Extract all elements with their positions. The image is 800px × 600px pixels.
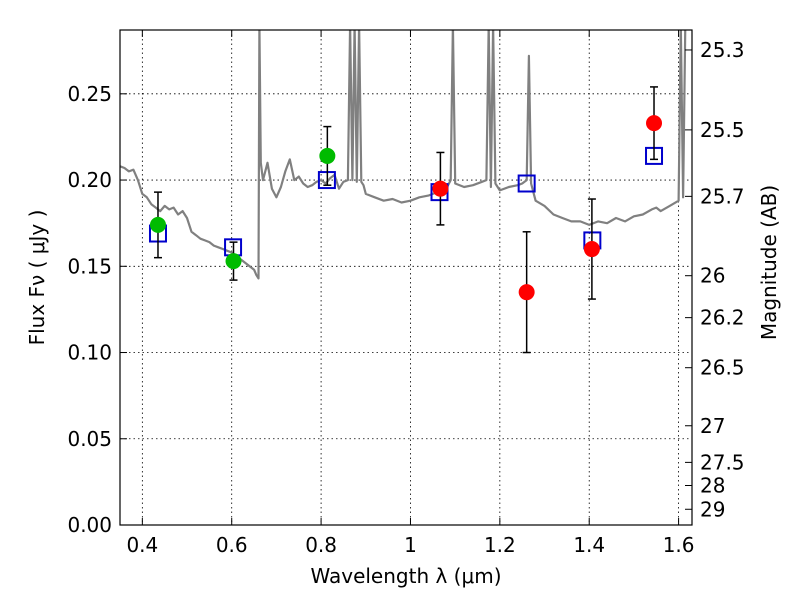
y2-tick-label: 25.3: [700, 38, 745, 62]
y2-tick-label: 26.2: [700, 306, 745, 330]
y-tick-label: 0.25: [67, 82, 112, 106]
y-tick-label: 0.05: [67, 427, 112, 451]
y2-tick-label: 27: [700, 414, 725, 438]
y-axis-label: Flux Fν ( μJy ): [25, 210, 49, 346]
observed-points-layer: [149, 86, 663, 354]
y2-tick-label: 29: [700, 497, 725, 521]
data-point: [432, 180, 449, 197]
y-tick-label: 0.10: [67, 341, 112, 365]
x-tick-label: 1: [404, 533, 417, 557]
grid: [120, 30, 692, 525]
sed-line: [120, 30, 687, 280]
x-tick-label: 0.4: [126, 533, 158, 557]
y-tick-label: 0.15: [67, 254, 112, 278]
y2-tick-label: 25.5: [700, 118, 745, 142]
data-point: [518, 284, 535, 301]
y-tick-label: 0.00: [67, 513, 112, 537]
y2-tick-label: 26.5: [700, 356, 745, 380]
y2-tick-label: 25.7: [700, 184, 745, 208]
x-tick-label: 0.6: [216, 533, 248, 557]
x-axis-label: Wavelength λ (μm): [310, 564, 501, 588]
data-point: [583, 241, 600, 258]
x-tick-label: 1.2: [484, 533, 516, 557]
y2-tick-label: 28: [700, 473, 725, 497]
ticks-layer: 0.4 0.6 0.8 1 1.2 1.4 1.6 0.00 0.05 0.10 0.15 0.20 0…: [67, 30, 745, 557]
model-square: [517, 174, 536, 193]
x-tick-label: 1.4: [573, 533, 605, 557]
data-point: [225, 253, 242, 270]
data-point: [149, 216, 166, 233]
y2-axis-label: Magnitude (AB): [757, 185, 781, 340]
plot-frame: [119, 29, 693, 526]
data-point: [319, 147, 336, 164]
x-tick-label: 1.6: [663, 533, 695, 557]
y2-tick-label: 26: [700, 264, 725, 288]
y-tick-label: 0.20: [67, 168, 112, 192]
x-tick-label: 0.8: [305, 533, 337, 557]
sed-curve-layer: [120, 30, 687, 280]
y2-tick-label: 27.5: [700, 450, 745, 474]
data-point: [646, 115, 663, 132]
